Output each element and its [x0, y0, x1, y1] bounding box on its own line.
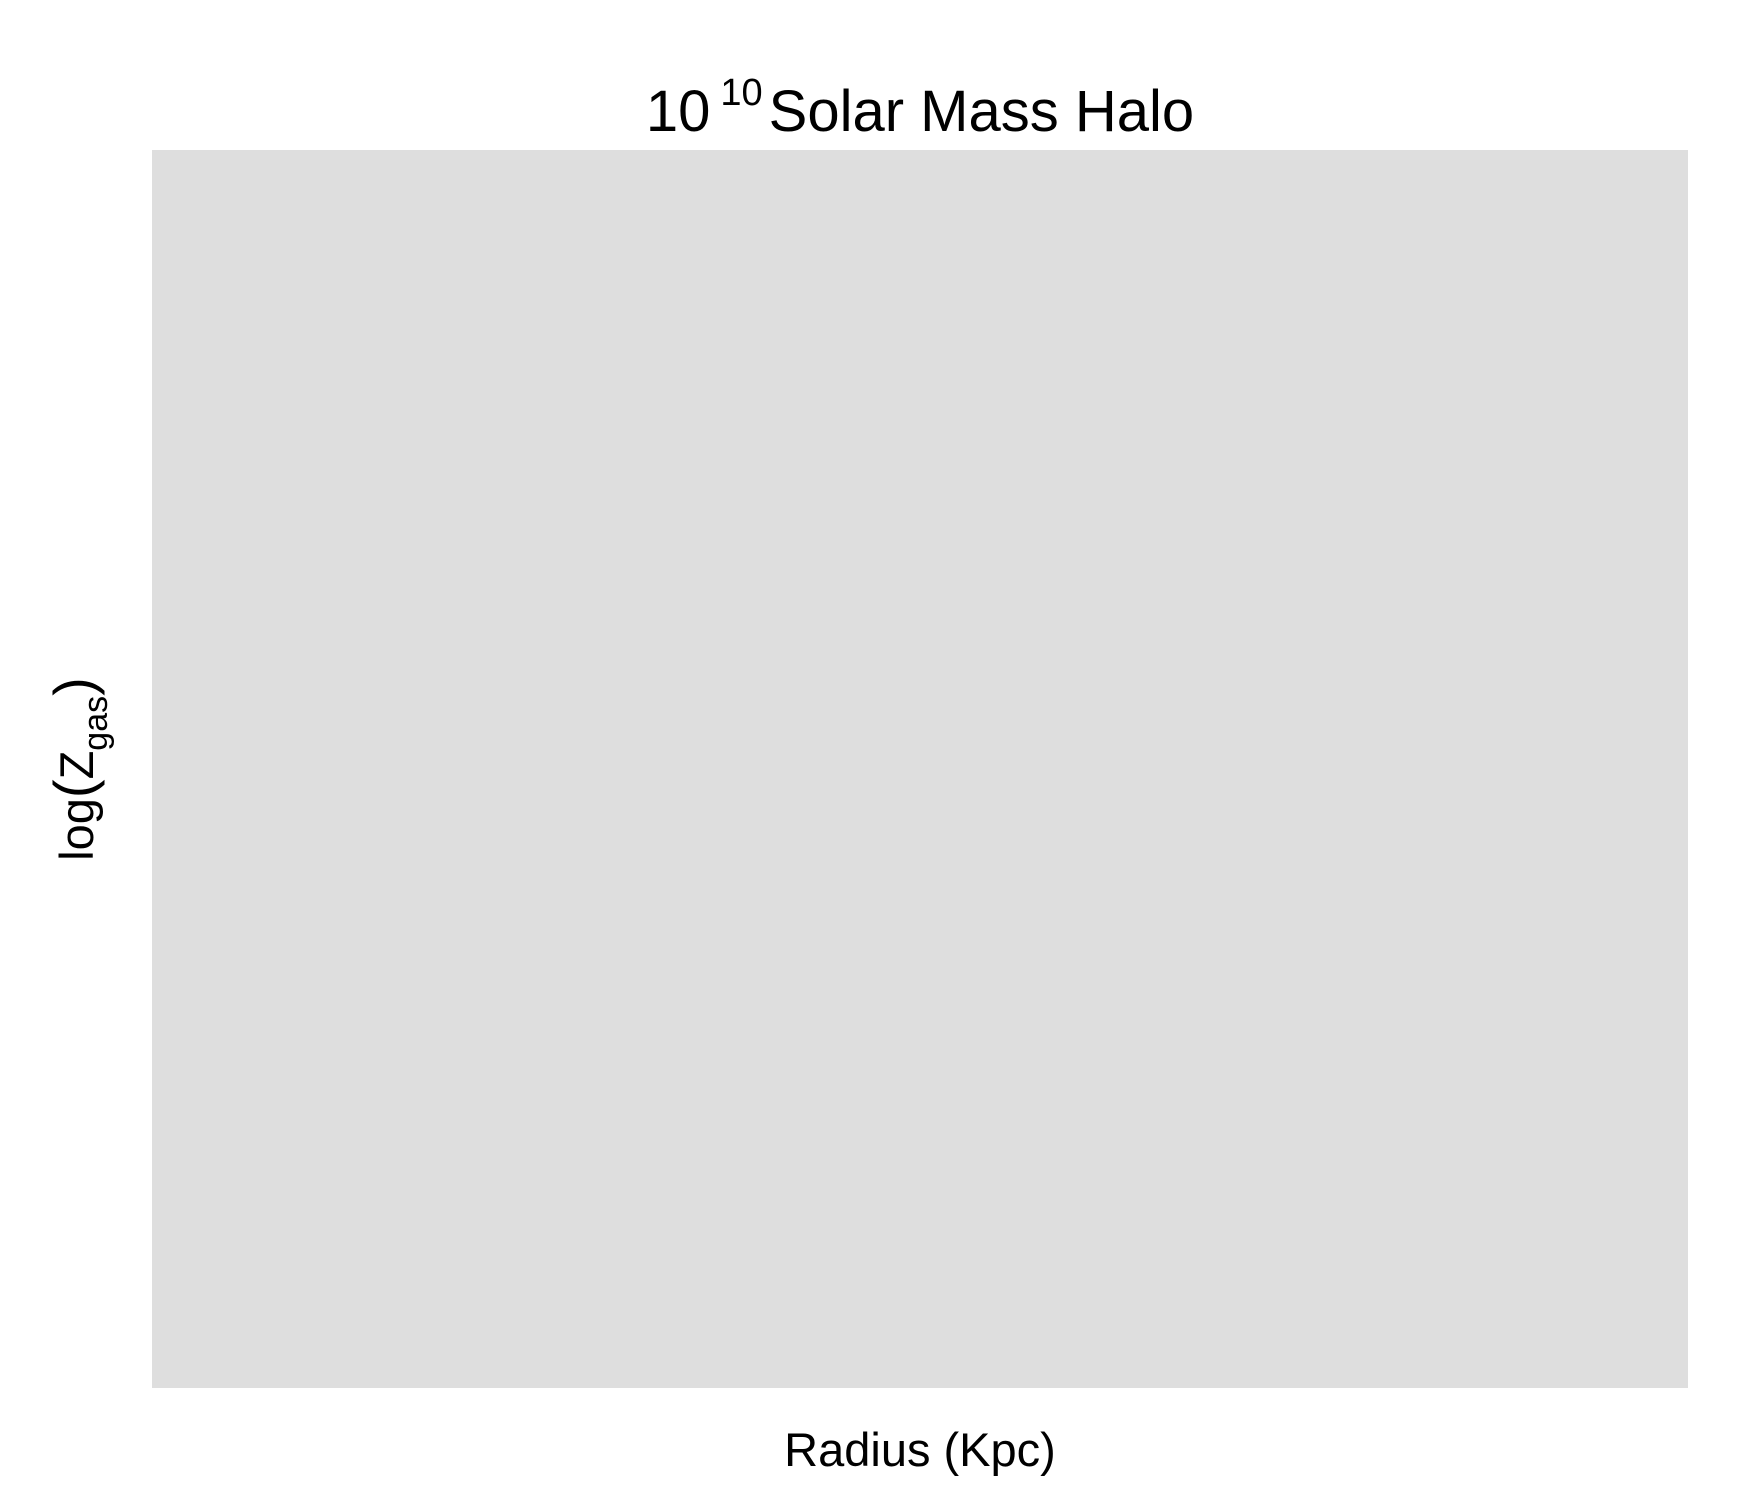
- title-base: 10: [645, 79, 711, 144]
- y-label-open-paren: (: [42, 779, 105, 799]
- y-label-subscript: gas: [77, 695, 115, 751]
- y-axis-label: log(Zgas): [42, 677, 115, 861]
- chart-title: 10 10 Solar Mass Halo: [152, 72, 1688, 152]
- y-label-prefix: log: [50, 798, 103, 861]
- y-label-symbol: Z: [50, 750, 103, 780]
- plot-panel: [152, 150, 1688, 1388]
- x-axis-label: Radius (Kpc): [784, 1423, 1056, 1476]
- title-exponent: 10: [720, 72, 763, 114]
- title-text: Solar Mass Halo: [768, 79, 1195, 144]
- y-label-close-paren: ): [42, 677, 105, 696]
